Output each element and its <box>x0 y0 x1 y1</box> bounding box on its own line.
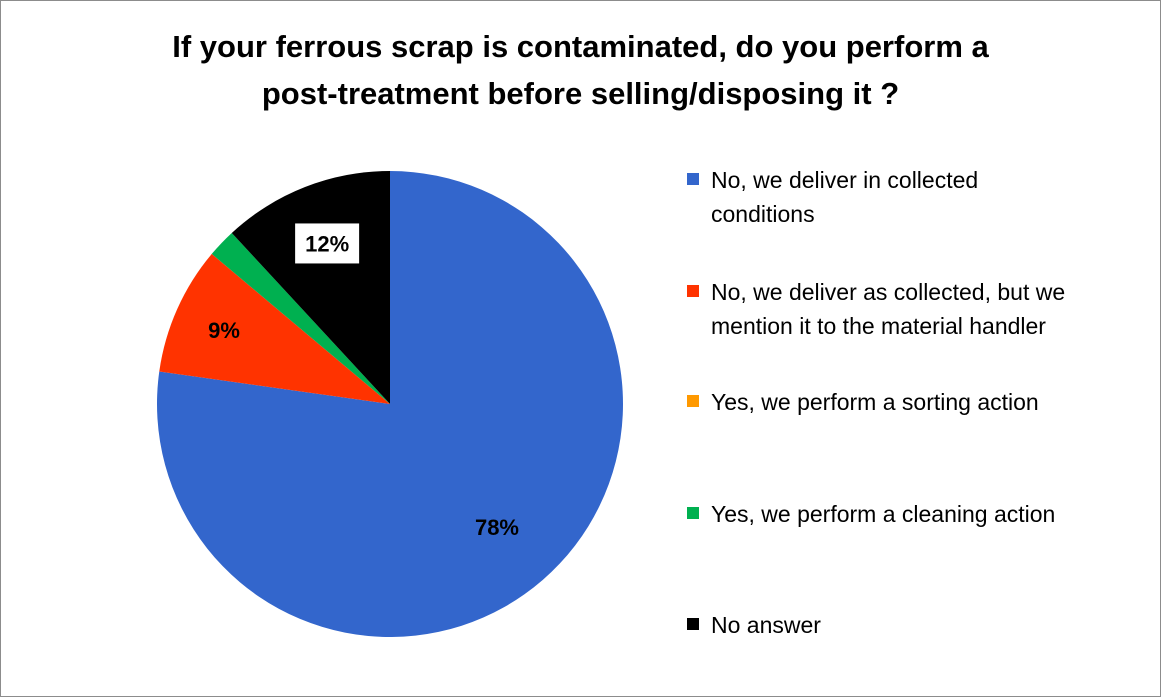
legend-label-4-line-0: No answer <box>711 612 821 638</box>
legend-label-1-line-1: mention it to the material handler <box>711 313 1046 339</box>
data-label-4: 12% <box>305 231 349 256</box>
data-label-1: 9% <box>208 318 240 343</box>
pie-slice-1 <box>159 253 390 404</box>
legend-swatch-4 <box>687 618 699 630</box>
legend-swatch-2 <box>687 395 699 407</box>
legend-label-4: No answer <box>711 608 821 642</box>
legend-label-2-line-0: Yes, we perform a sorting action <box>711 389 1039 415</box>
legend-label-3: Yes, we perform a cleaning action <box>711 497 1055 531</box>
legend-label-0: No, we deliver in collected conditions <box>711 163 978 231</box>
legend-swatch-0 <box>687 173 699 185</box>
chart-title: If your ferrous scrap is contaminated, d… <box>1 23 1160 117</box>
legend-swatch-3 <box>687 507 699 519</box>
data-label-0: 78% <box>475 515 519 540</box>
legend-label-1: No, we deliver as collected, but we menti… <box>711 275 1065 343</box>
legend-swatch-1 <box>687 285 699 297</box>
chart-title-line-2: post-treatment before selling/disposing … <box>261 76 900 111</box>
data-label-background-4 <box>295 223 360 264</box>
legend-label-1-line-0: No, we deliver as collected, but we <box>711 279 1066 305</box>
legend-label-0-line-0: No, we deliver in collected <box>711 167 979 193</box>
legend-label-0-line-1: conditions <box>711 201 815 227</box>
legend-label-3-line-0: Yes, we perform a cleaning action <box>711 501 1056 527</box>
legend-label-2: Yes, we perform a sorting action <box>711 385 1039 419</box>
pie-slice-3 <box>211 232 390 404</box>
pie-slice-0 <box>157 171 623 638</box>
chart-title-line-1: If your ferrous scrap is contaminated, d… <box>172 29 989 64</box>
